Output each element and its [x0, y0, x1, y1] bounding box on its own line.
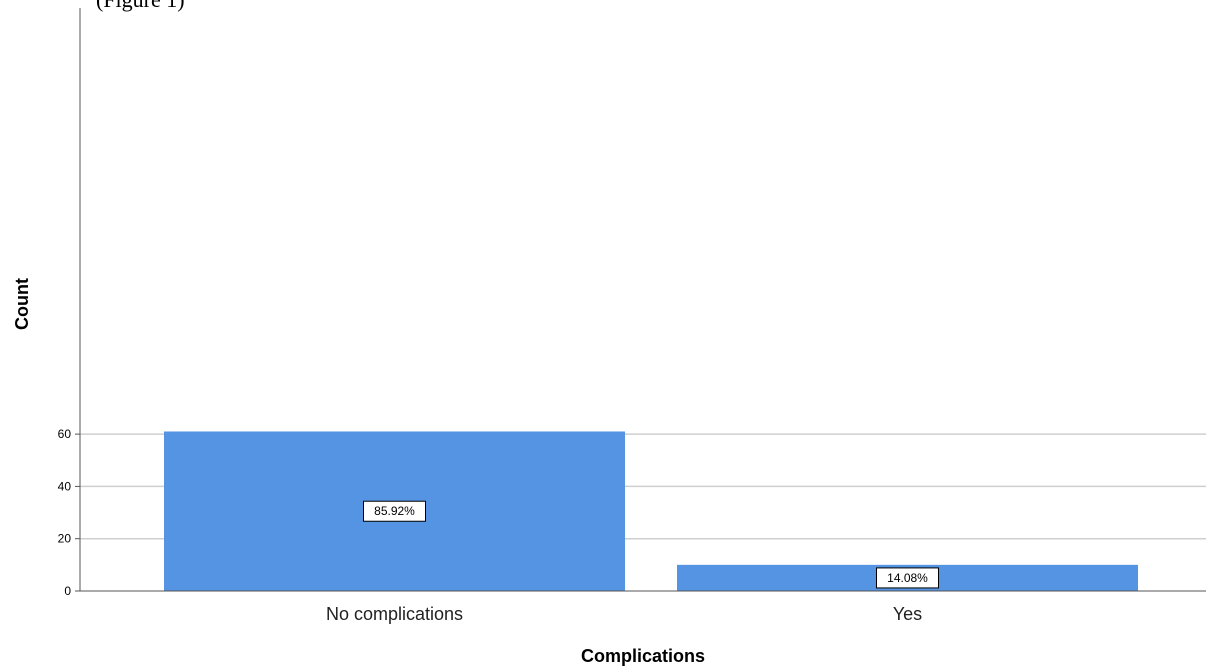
data-label-box: [876, 567, 939, 589]
bars: [164, 431, 1138, 591]
x-axis-title: Complications: [581, 646, 705, 666]
y-tick-label: 20: [58, 532, 72, 546]
y-axis-title: Count: [12, 278, 32, 330]
y-tick-labels: 0 20 40 60: [58, 427, 80, 598]
data-label-box: [363, 500, 426, 522]
x-category-label: Yes: [893, 604, 922, 624]
y-tick-label: 0: [64, 584, 71, 598]
data-labels: 85.92% 14.08%: [363, 500, 939, 589]
y-tick-label: 60: [58, 427, 72, 441]
x-category-label: No complications: [326, 604, 463, 624]
axes: [79, 8, 1206, 592]
figure-caption-fragment: (Figure 1): [96, 0, 185, 13]
data-label: 85.92%: [374, 504, 415, 518]
y-tick-label: 40: [58, 479, 72, 493]
data-label: 14.08%: [887, 571, 928, 585]
x-category-labels: No complications Yes: [326, 604, 922, 624]
